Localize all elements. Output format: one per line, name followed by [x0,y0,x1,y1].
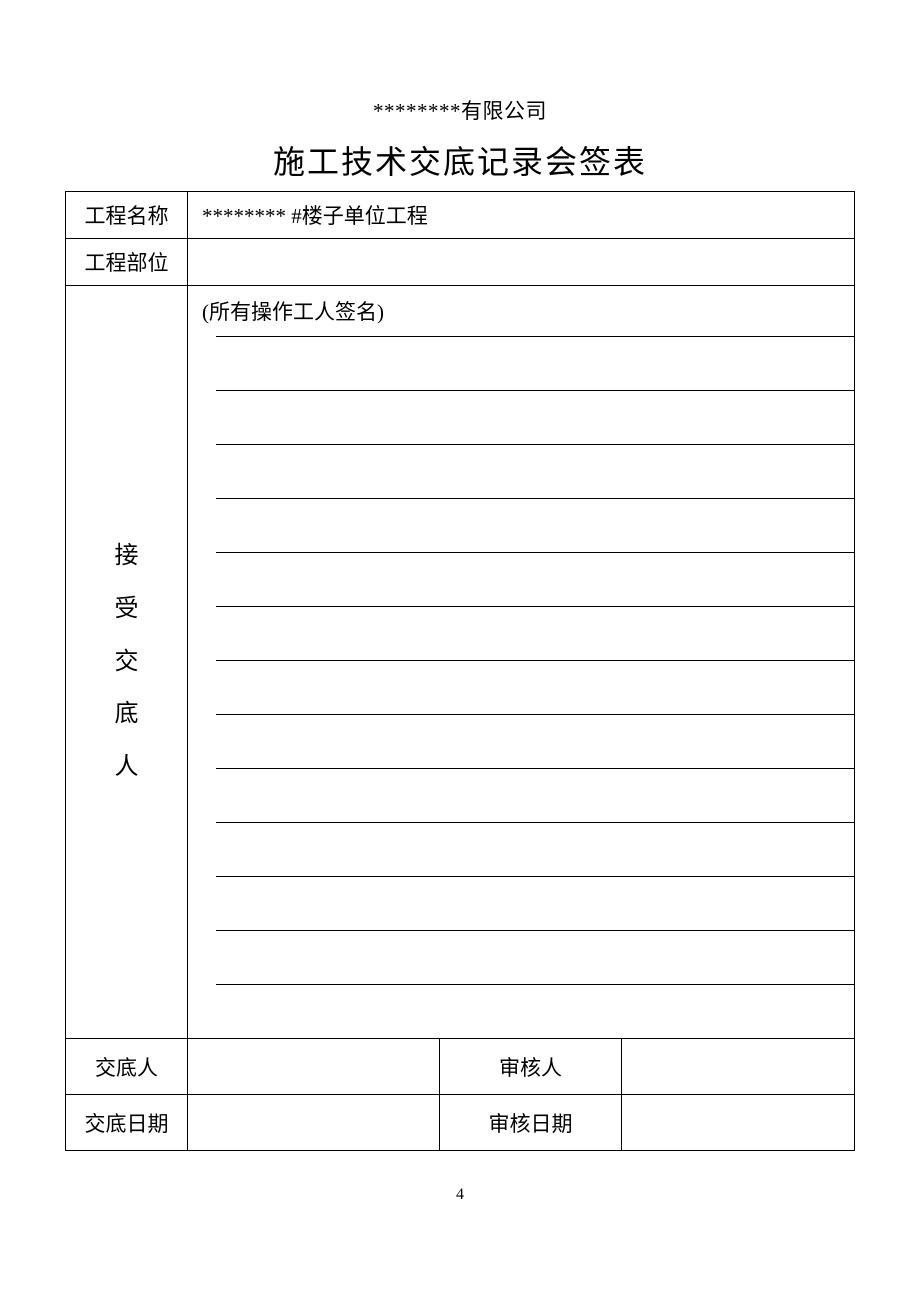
signature-line [216,390,854,444]
signature-line [216,336,854,390]
page-number: 4 [0,1186,920,1204]
review-date-label: 审核日期 [440,1095,622,1151]
company-name: ********有限公司 [65,95,855,125]
deliver-date-value [188,1095,440,1151]
signature-line [216,984,854,1038]
project-part-row: 工程部位 [66,239,855,286]
side-label-char: 交 [115,636,139,689]
form-title: 施工技术交底记录会签表 [65,137,855,183]
project-name-row: 工程名称 ******** #楼子单位工程 [66,192,855,239]
reviewer-value [622,1039,855,1095]
deliver-date-label: 交底日期 [66,1095,188,1151]
side-label-char: 受 [115,583,139,636]
deliverer-reviewer-row: 交底人 审核人 [66,1039,855,1095]
recipients-row: 接受交底人 (所有操作工人签名) [66,286,855,1039]
signature-line [216,498,854,552]
signature-line [216,552,854,606]
signatures-hint: (所有操作工人签名) [188,286,854,336]
reviewer-label: 审核人 [440,1039,622,1095]
signature-line [216,876,854,930]
side-label-char: 底 [115,688,139,741]
signature-line [216,768,854,822]
side-label-char: 接 [115,530,139,583]
signature-line [216,822,854,876]
project-part-value [188,239,855,286]
deliverer-label: 交底人 [66,1039,188,1095]
project-part-label: 工程部位 [66,239,188,286]
signature-line [216,660,854,714]
signature-lines-container [188,336,854,1038]
dates-row: 交底日期 审核日期 [66,1095,855,1151]
side-label-char: 人 [115,741,139,794]
signature-line [216,444,854,498]
deliverer-value [188,1039,440,1095]
signature-line [216,930,854,984]
recipients-side-label: 接受交底人 [66,286,188,1039]
signature-line [216,606,854,660]
signatures-area: (所有操作工人签名) [188,286,855,1039]
signature-line [216,714,854,768]
project-name-value: ******** #楼子单位工程 [188,192,855,239]
signoff-form-table: 工程名称 ******** #楼子单位工程 工程部位 接受交底人 (所有操作工人… [65,191,855,1151]
review-date-value [622,1095,855,1151]
project-name-label: 工程名称 [66,192,188,239]
